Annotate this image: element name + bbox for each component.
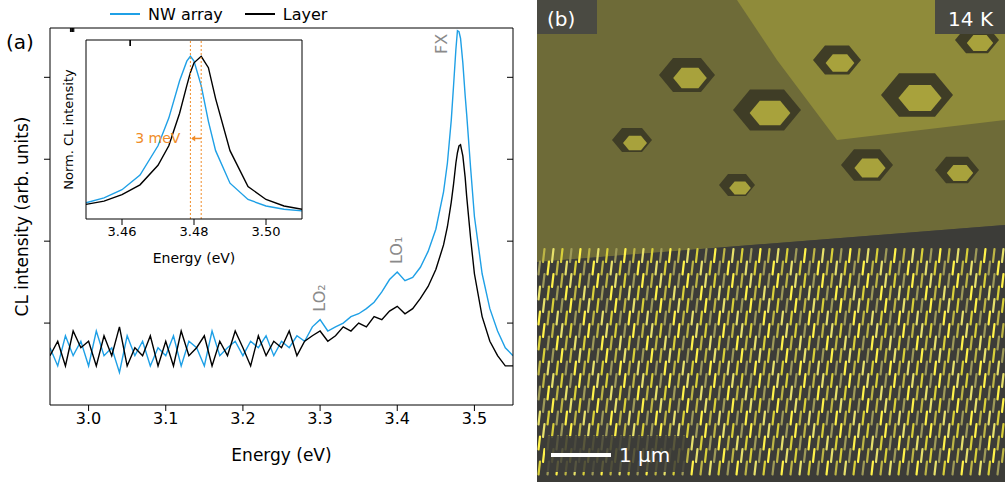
html-text:Layer: Layer [282,4,328,24]
svg-text:FX: FX [432,34,451,54]
svg-text:CL intensity (arb. units): CL intensity (arb. units) [12,117,32,317]
svg-text:3.4: 3.4 [385,409,410,428]
svg-text:Norm. CL intensity: Norm. CL intensity [61,69,76,190]
svg-text:3.50: 3.50 [252,224,281,239]
svg-text:14 K: 14 K [948,7,994,31]
html-text:NW array: NW array [148,4,223,24]
svg-text:3 meV: 3 meV [135,130,181,146]
svg-text:3.0: 3.0 [76,409,101,428]
svg-text:LO₁: LO₁ [387,237,406,264]
svg-text:1 µm: 1 µm [619,443,670,467]
svg-text:3.1: 3.1 [153,409,178,428]
html-text:(a): (a) [6,30,34,54]
svg-text:3.48: 3.48 [180,224,209,239]
svg-text:3.5: 3.5 [462,409,487,428]
svg-text:LO₂: LO₂ [310,284,329,311]
svg-text:Energy (eV): Energy (eV) [153,250,236,266]
svg-text:Energy (eV): Energy (eV) [231,445,331,465]
svg-text:(b): (b) [547,7,575,31]
svg-text:3.46: 3.46 [108,224,137,239]
svg-text:3.2: 3.2 [230,409,255,428]
svg-text:3.3: 3.3 [307,409,332,428]
